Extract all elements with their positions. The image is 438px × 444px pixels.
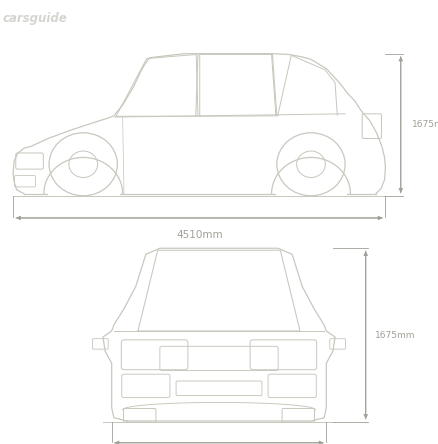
Text: 1675mm: 1675mm <box>412 120 438 129</box>
Text: 1675mm: 1675mm <box>374 330 415 340</box>
Text: 4510mm: 4510mm <box>176 230 223 240</box>
Text: carsguide: carsguide <box>2 12 67 25</box>
